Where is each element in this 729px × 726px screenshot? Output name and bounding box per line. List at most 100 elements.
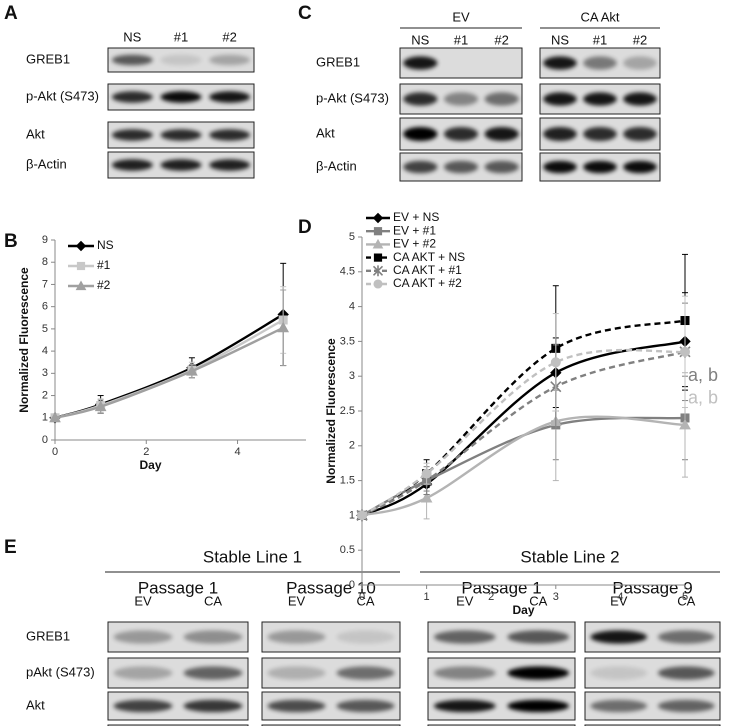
y-tick-label: 6 [42, 301, 48, 313]
marker [94, 400, 107, 412]
legend-label: EV + #2 [393, 237, 436, 251]
blot-band [403, 126, 438, 142]
blot-band [111, 159, 153, 171]
blot-band [209, 91, 251, 103]
blot-band [160, 54, 202, 66]
marker [372, 212, 384, 224]
blot-band [484, 92, 519, 106]
row-label: p-Akt (S473) [316, 90, 389, 105]
row-label: p-Akt (S473) [26, 88, 99, 103]
x-tick-label: 2 [143, 446, 149, 458]
blot-band [183, 666, 243, 680]
x-tick-label: 2 [488, 591, 494, 603]
blot-band [507, 699, 570, 713]
blot-band [590, 630, 648, 644]
blot-band [209, 54, 251, 66]
lane-label: CA [529, 593, 547, 608]
row-label: β-Actin [26, 156, 67, 171]
y-tick-label: 1 [42, 412, 48, 424]
x-tick-label: 5 [682, 591, 688, 603]
marker [372, 238, 384, 249]
y-tick-label: 4.5 [340, 266, 355, 278]
blot-band [267, 666, 326, 680]
blot-band [543, 126, 577, 142]
y-tick-label: 7 [42, 278, 48, 290]
row-label: pAkt (S473) [26, 664, 95, 679]
marker [679, 418, 691, 430]
legend-label: CA AKT + NS [393, 250, 465, 264]
series-line [361, 416, 686, 517]
y-tick-label: 1.5 [340, 475, 355, 487]
blot-band [183, 630, 243, 644]
panel-label: C [298, 3, 312, 24]
blot-band [583, 160, 617, 174]
marker [373, 227, 383, 236]
y-tick-label: 3 [349, 370, 355, 382]
blot-band [583, 56, 617, 70]
series-line [361, 350, 686, 517]
blot-band [111, 129, 153, 141]
legend-label: CA AKT + #2 [393, 276, 462, 290]
line-label: Stable Line 2 [520, 547, 619, 566]
y-axis-label: Normalized Fluorescence [17, 267, 31, 413]
blot-band [433, 666, 496, 680]
legend-label: NS [97, 238, 114, 252]
marker [277, 321, 290, 333]
panel-label: E [4, 537, 17, 558]
x-axis-label: Day [139, 458, 161, 472]
blot-band [543, 56, 577, 70]
marker [49, 411, 61, 423]
blot-band [209, 159, 251, 171]
series-line [361, 348, 686, 517]
y-tick-label: 5 [42, 323, 48, 335]
lane-label: #2 [222, 29, 236, 44]
marker [75, 280, 87, 291]
y-tick-label: 5 [349, 231, 355, 243]
lane-label: #2 [633, 32, 647, 47]
blot-band [433, 630, 496, 644]
blot-band [433, 699, 496, 713]
blot-band [113, 666, 173, 680]
y-tick-label: 2 [42, 389, 48, 401]
x-tick-label: 4 [617, 591, 623, 603]
blot-band [160, 91, 202, 103]
blot-band [209, 129, 251, 141]
row-label: Akt [316, 125, 335, 140]
panel-label: B [4, 231, 18, 252]
x-tick-label: 1 [424, 591, 430, 603]
x-tick-label: 3 [553, 591, 559, 603]
blot-band [623, 126, 657, 142]
marker [75, 240, 87, 252]
blot-band [113, 699, 173, 713]
blot-band [543, 92, 577, 106]
blot-band [267, 630, 326, 644]
y-tick-label: 3.5 [340, 335, 355, 347]
blot-band [403, 160, 438, 174]
blot-band [183, 699, 243, 713]
series-line [361, 319, 686, 517]
lane-label: EV [610, 593, 628, 608]
y-tick-label: 2 [349, 440, 355, 452]
annotation: a, b [688, 388, 718, 408]
x-axis-label: Day [512, 603, 534, 617]
blot-band [403, 56, 438, 70]
row-label: β-Actin [316, 158, 357, 173]
lane-label: EV [134, 593, 152, 608]
lane-label: #1 [174, 29, 188, 44]
blot-band [657, 699, 715, 713]
legend-label: CA AKT + #1 [393, 263, 462, 277]
blot-band [590, 699, 648, 713]
blot-band [484, 160, 519, 174]
y-tick-label: 4 [42, 345, 48, 357]
passage-label: Passage 1 [461, 578, 541, 597]
lane-label: CA [204, 593, 222, 608]
passage-label: Passage 10 [286, 578, 376, 597]
blot-band [657, 630, 715, 644]
marker [373, 253, 383, 262]
blot-band [623, 92, 657, 106]
blot-band [443, 160, 479, 174]
lane-label: NS [411, 32, 429, 47]
marker [76, 261, 86, 271]
x-tick-label: 0 [52, 446, 58, 458]
